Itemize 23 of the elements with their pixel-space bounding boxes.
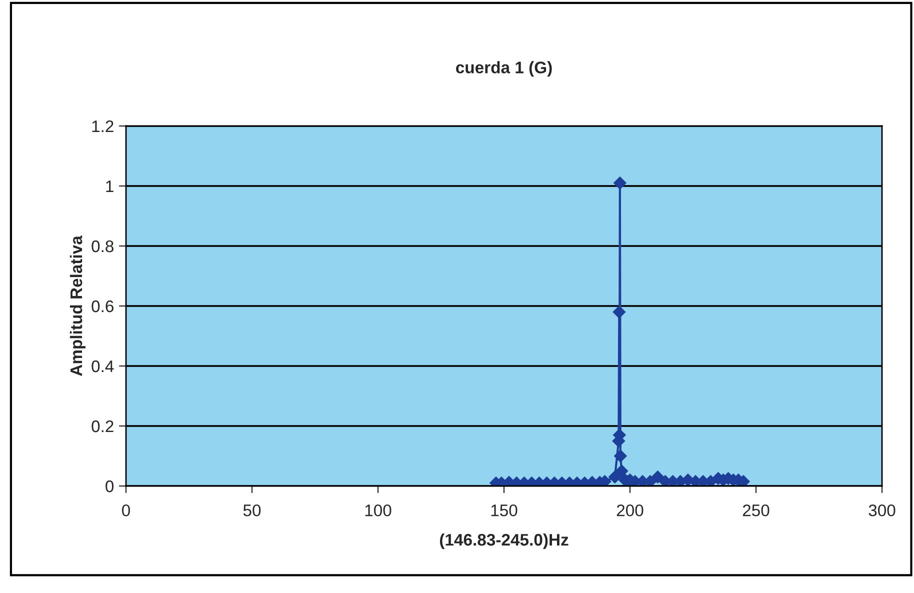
- y-tick-label: 0: [106, 480, 114, 492]
- x-tick-label: 0: [122, 504, 130, 516]
- x-tick-label: 150: [491, 504, 518, 516]
- y-tick-label: 0.8: [92, 240, 114, 252]
- y-tick-label: 1.2: [92, 120, 114, 132]
- chart-title: cuerda 1 (G): [456, 61, 552, 77]
- x-tick-label: 50: [243, 504, 261, 516]
- x-tick-label: 300: [868, 504, 896, 516]
- y-tick-label: 1: [106, 180, 114, 192]
- y-tick-label: 0.2: [92, 420, 114, 432]
- point: [614, 450, 627, 462]
- y-tick-label: 0.4: [92, 360, 114, 372]
- point: [651, 470, 664, 484]
- y-axis-title: Amplitud Relativa: [70, 236, 86, 376]
- x-tick-label: 100: [365, 504, 392, 516]
- x-tick-label: 250: [742, 504, 770, 516]
- y-tick-label: 0.6: [92, 300, 114, 312]
- point: [614, 176, 626, 190]
- x-tick-label: 200: [616, 504, 644, 516]
- point: [612, 306, 626, 318]
- point: [615, 464, 628, 478]
- x-axis-title: (146.83-245.0)Hz: [440, 533, 568, 550]
- point: [608, 470, 622, 484]
